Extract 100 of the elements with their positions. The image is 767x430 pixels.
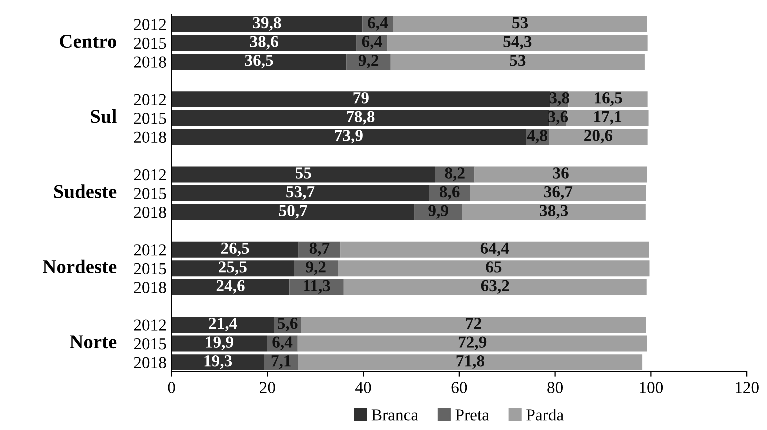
data-label: 63,2: [481, 280, 510, 294]
data-label: 21,4: [209, 318, 238, 332]
y-tick-label: 2015: [134, 113, 166, 124]
data-label: 4,8: [527, 130, 548, 144]
bar: [474, 166, 648, 183]
data-label: 78,8: [347, 111, 375, 125]
bar: [301, 317, 646, 333]
y-tick-label: 2018: [134, 357, 166, 369]
text: Centro: [60, 35, 116, 48]
y-tick-label: 2018: [134, 56, 166, 68]
data-label: 65: [486, 262, 502, 273]
y-tick-label: 2012: [134, 244, 166, 256]
legend-label: Parda: [526, 409, 564, 421]
data-label: 55: [296, 168, 312, 179]
bar: [172, 35, 357, 52]
bar: [172, 92, 551, 108]
data-label: 36: [553, 168, 569, 179]
bar: [388, 35, 648, 52]
y-tick-label: 2018: [134, 206, 166, 218]
y-tick-label: 2012: [134, 320, 166, 331]
data-label: 24,6: [216, 280, 245, 294]
y-tick-label: 2018: [134, 282, 166, 294]
bar: [172, 354, 264, 371]
x-tick-label: 120: [736, 382, 759, 394]
bar: [172, 242, 299, 258]
y-tick-label: 2015: [134, 338, 166, 350]
legend-label: Branca: [372, 410, 418, 421]
x-tick-label: 100: [640, 382, 664, 394]
data-label: 20,6: [584, 130, 613, 144]
bar: [172, 54, 347, 70]
data-label: 19,9: [206, 336, 234, 350]
data-label: 19,3: [204, 356, 232, 370]
y-tick-label: 2015: [134, 263, 166, 275]
bar: [549, 129, 648, 146]
data-label: 26,5: [221, 242, 250, 256]
data-label: 36,5: [245, 54, 274, 69]
bar: [568, 92, 648, 108]
y-tick-label: 2012: [134, 19, 166, 30]
text: Sudeste: [54, 184, 117, 198]
data-label: 36,7: [544, 186, 573, 200]
x-tick-label: 20: [260, 382, 276, 394]
x-tick-label: 60: [452, 382, 468, 394]
text: Norte: [70, 336, 117, 349]
bar: [172, 129, 526, 146]
x-tick-label: 0: [168, 382, 176, 394]
data-label: 71,8: [456, 355, 484, 370]
bar: [172, 186, 430, 202]
text: Sul: [91, 110, 117, 124]
legend-label: Preta: [456, 410, 490, 421]
data-label: 9,9: [428, 205, 448, 219]
data-label: 17,1: [594, 111, 622, 125]
y-tick-label: 2012: [134, 94, 166, 106]
data-label: 72: [466, 318, 482, 329]
bar: [172, 336, 268, 352]
bar: [298, 336, 648, 352]
bar: [393, 16, 648, 32]
data-label: 5,6: [278, 318, 298, 332]
bar: [172, 279, 290, 296]
bar: [298, 354, 643, 371]
data-label: 50,7: [279, 205, 308, 219]
bar: [566, 110, 649, 126]
data-label: 79: [354, 92, 369, 104]
data-label: 8,6: [440, 186, 460, 200]
data-label: 11,3: [304, 280, 330, 294]
data-label: 9,2: [306, 262, 326, 276]
data-label: 25,5: [219, 262, 247, 276]
data-label: 16,5: [595, 92, 622, 106]
bar: [172, 317, 274, 333]
bar: [172, 110, 550, 126]
data-label: 38,3: [540, 205, 568, 219]
bar: [172, 166, 436, 183]
data-label: 54,3: [504, 36, 532, 50]
bar: [470, 186, 646, 202]
bar: [340, 242, 650, 258]
bar: [344, 279, 647, 296]
text: Nordeste: [43, 260, 117, 274]
bar: [172, 260, 294, 277]
bar: [338, 260, 650, 277]
data-label: 7,1: [272, 356, 291, 370]
data-label: 53: [510, 54, 526, 66]
data-label: 8,2: [445, 168, 465, 182]
data-label: 6,4: [272, 336, 293, 350]
data-label: 38,6: [250, 36, 278, 50]
bar: [390, 54, 645, 70]
y-tick-label: 2015: [134, 38, 166, 50]
data-label: 64,4: [480, 242, 510, 256]
y-tick-label: 2018: [134, 132, 166, 144]
bar: [172, 204, 415, 220]
bar: [172, 16, 363, 32]
data-label: 6,4: [368, 17, 388, 32]
x-tick-label: 40: [356, 382, 372, 394]
y-tick-label: 2015: [134, 188, 166, 200]
data-label: 53: [512, 17, 528, 29]
data-label: 9,2: [358, 54, 379, 69]
x-tick-label: 80: [548, 382, 564, 394]
bar: [462, 204, 646, 220]
data-label: 72,9: [458, 336, 487, 350]
y-tick-label: 2012: [134, 169, 166, 181]
data-label: 8,7: [310, 242, 330, 256]
data-label: 39,8: [253, 17, 282, 32]
